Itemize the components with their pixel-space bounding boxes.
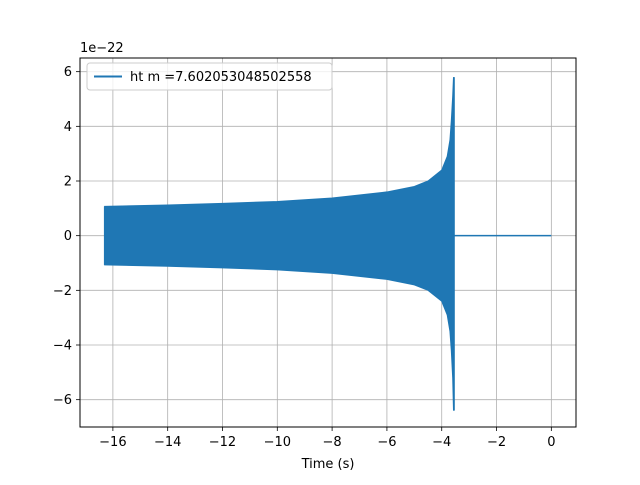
y-tick-label: −4: [53, 339, 72, 354]
x-tick-label: −6: [377, 435, 396, 450]
y-tick-label: −2: [53, 284, 72, 299]
y-tick-label: 4: [64, 120, 72, 135]
x-tick-label: −2: [487, 435, 506, 450]
x-tick-label: −4: [432, 435, 451, 450]
legend-entry-label: ht m =7.602053048502558: [130, 70, 312, 85]
x-tick-label: −16: [99, 435, 126, 450]
legend: ht m =7.602053048502558: [86, 62, 333, 91]
x-tick-label: −10: [264, 435, 291, 450]
legend-box: [86, 62, 333, 91]
x-tick-label: −14: [154, 435, 181, 450]
x-axis-label: Time (s): [301, 457, 355, 472]
y-tick-label: −6: [53, 393, 72, 408]
tick-layer: −16 −14 −12 −10 −8 −6 −4 −2 0 −6 −4 −2 0 2 4 6: [53, 65, 556, 450]
y-tick-label: 2: [64, 175, 72, 190]
y-tick-label: 0: [64, 229, 72, 244]
grid-layer: [80, 58, 576, 427]
x-tick-label: −8: [323, 435, 342, 450]
plot-frame: [79, 57, 577, 428]
x-tick-label: −12: [209, 435, 236, 450]
data-layer: [103, 77, 552, 411]
x-tick-label: 0: [547, 435, 555, 450]
y-offset-label: 1e−22: [80, 41, 124, 56]
y-tick-label: 6: [64, 65, 72, 80]
